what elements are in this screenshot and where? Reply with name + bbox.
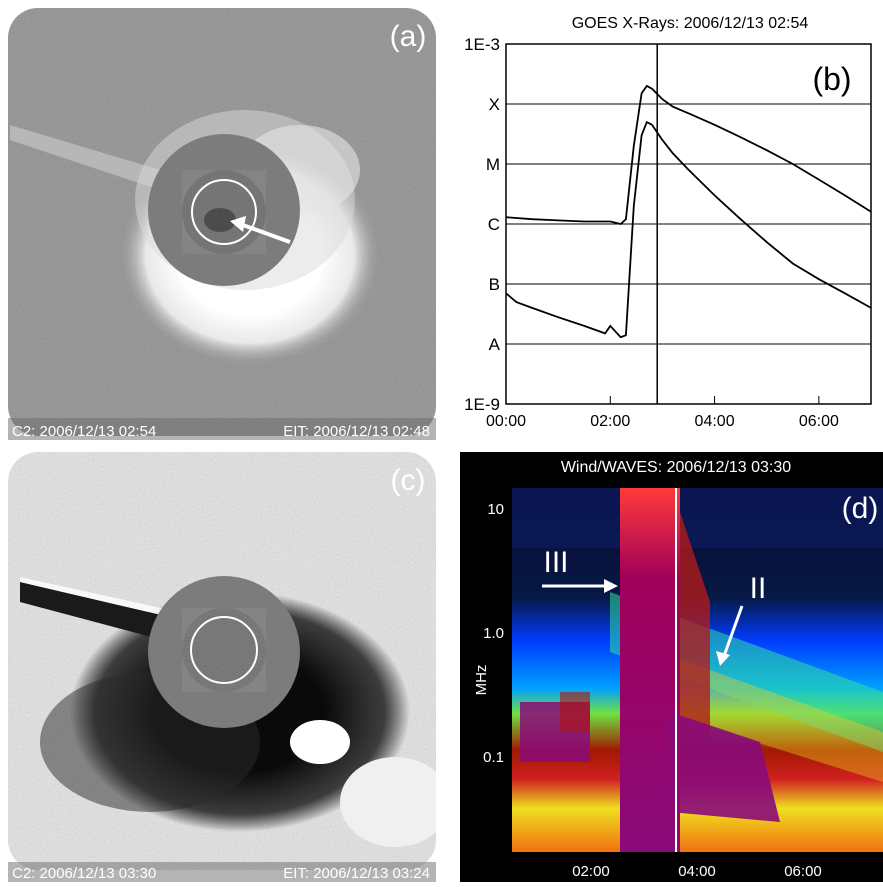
waves-ylabel: MHz (473, 665, 490, 696)
waves-xtick-0200: 02:00 (572, 863, 610, 880)
panel-c-caption-right: EIT: 2006/12/13 03:24 (283, 865, 430, 882)
waves-ytick-10: 10 (487, 501, 504, 518)
arrow-type-iii (542, 579, 618, 593)
goes-xtick: 02:00 (590, 413, 630, 430)
goes-xtick: 04:00 (695, 413, 735, 430)
waves-ytick-1: 1.0 (483, 625, 504, 642)
panel-c-label: (c) (391, 464, 426, 497)
arrow-type-ii (716, 605, 744, 666)
panel-c: (c) C2: 2006/12/13 03:30 EIT: 2006/12/13… (0, 442, 442, 882)
arrow-a (230, 216, 291, 244)
waves-title: Wind/WAVES: 2006/12/13 03:30 (561, 459, 791, 476)
waves-spectrum: Wind/WAVES: 2006/12/13 03:30 10 1.0 0.1 … (460, 452, 883, 882)
panel-a: (a) C2: 2006/12/13 02:54 EIT: 2006/12/13… (0, 0, 442, 442)
panel-c-image: (c) C2: 2006/12/13 03:30 EIT: 2006/12/13… (8, 452, 436, 882)
waves-xtick-0600: 06:00 (784, 863, 822, 880)
goes-ytick: C (488, 215, 500, 234)
panel-b-label: (b) (812, 61, 851, 97)
goes-series-1 (505, 120, 872, 339)
goes-xtick: 00:00 (486, 413, 526, 430)
panel-a-image: (a) C2: 2006/12/13 02:54 EIT: 2006/12/13… (8, 8, 436, 440)
panel-d: Wind/WAVES: 2006/12/13 03:30 10 1.0 0.1 … (460, 452, 883, 882)
goes-series-0 (505, 84, 872, 225)
waves-ytick-01: 0.1 (483, 749, 504, 766)
panel-c-caption-left: C2: 2006/12/13 03:30 (12, 865, 156, 882)
goes-ytick: X (489, 95, 500, 114)
goes-ytick: B (489, 275, 500, 294)
goes-xtick: 06:00 (799, 413, 839, 430)
goes-plot-frame (505, 43, 872, 405)
goes-ytick: M (486, 155, 500, 174)
goes-chart: GOES X-Rays: 2006/12/13 02:54 1E-3 X M C B A 1… (464, 15, 872, 430)
panel-a-label: (a) (390, 20, 427, 53)
annotation-type-iii: III (543, 546, 568, 579)
panel-d-label: (d) (842, 492, 879, 525)
goes-ytick: A (489, 335, 501, 354)
panel-a-caption-right: EIT: 2006/12/13 02:48 (283, 423, 430, 440)
annotation-type-ii: II (750, 572, 767, 605)
waves-xtick-0400: 04:00 (678, 863, 716, 880)
goes-ytick: 1E-9 (464, 395, 500, 414)
panel-a-caption-left: C2: 2006/12/13 02:54 (12, 423, 156, 440)
goes-title: GOES X-Rays: 2006/12/13 02:54 (572, 15, 809, 32)
goes-ytick: 1E-3 (464, 35, 500, 54)
panel-b: GOES X-Rays: 2006/12/13 02:54 1E-3 X M C B A 1… (442, 0, 883, 442)
